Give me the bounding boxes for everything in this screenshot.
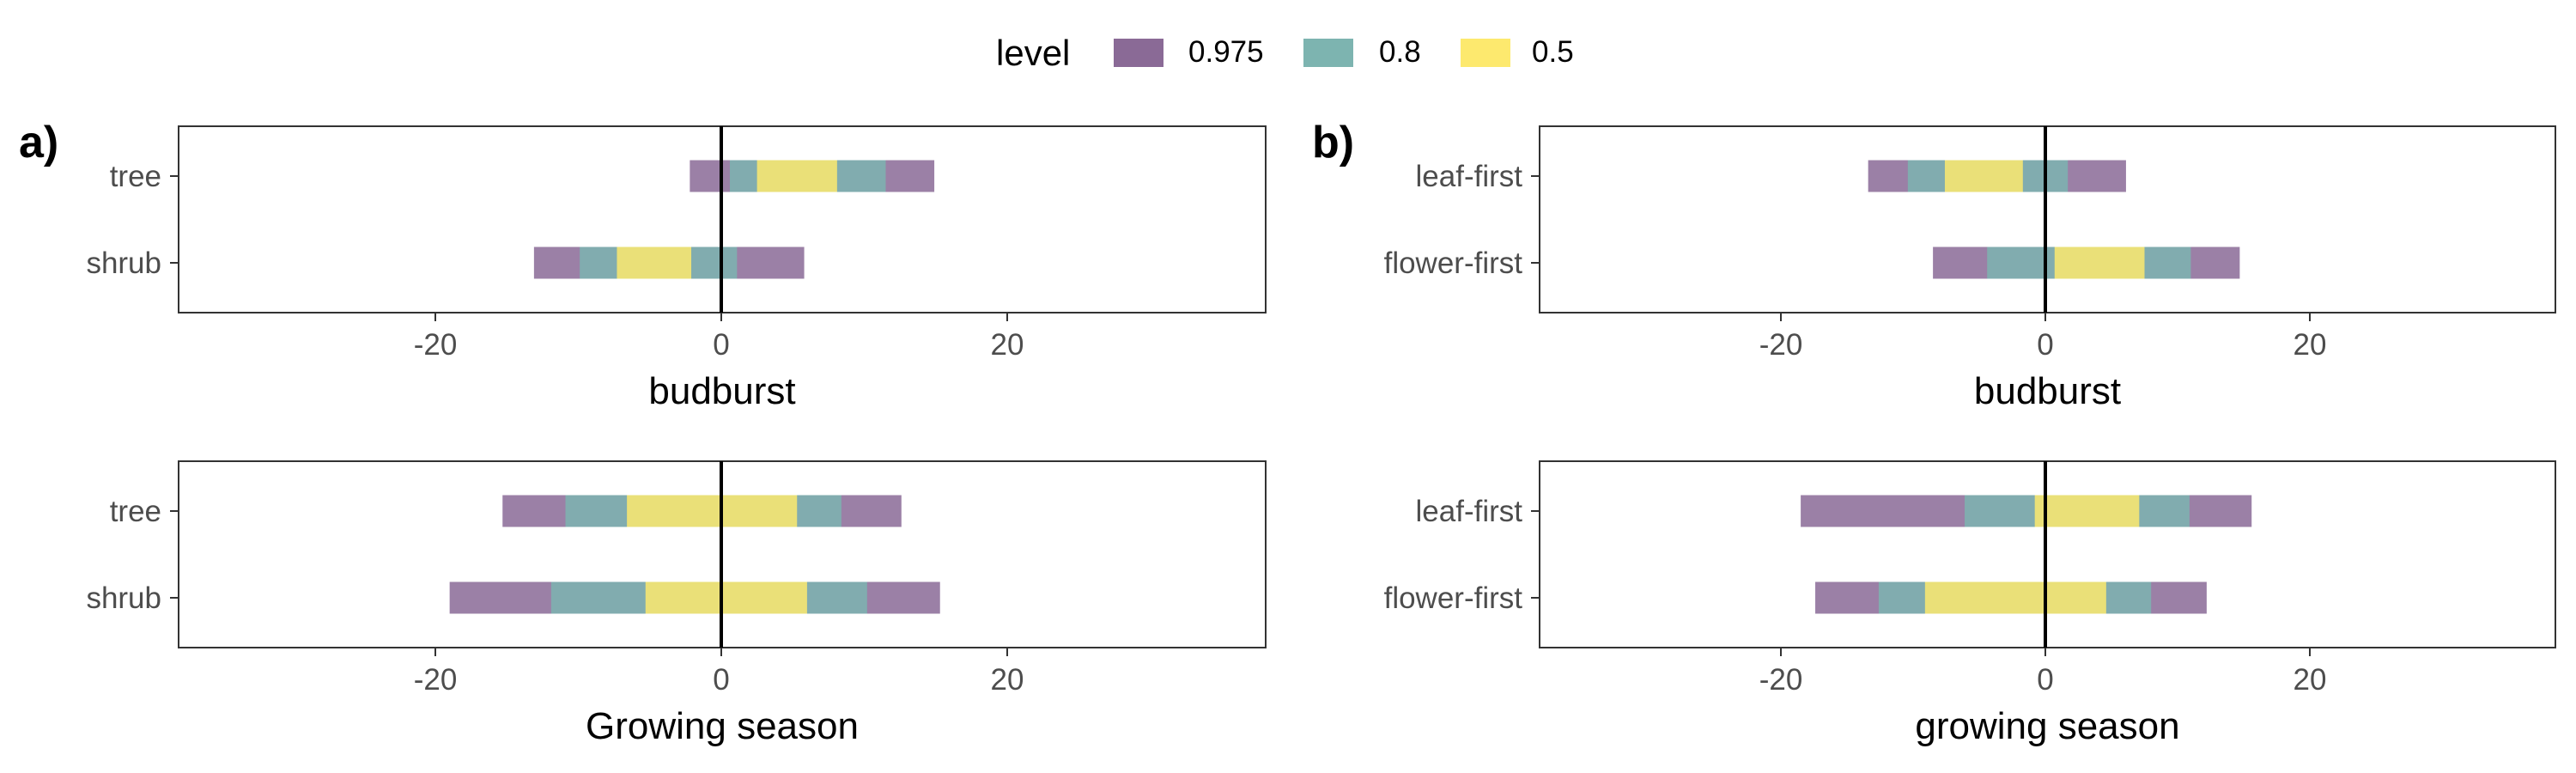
x-tick-label: 0	[2037, 328, 2053, 362]
x-axis-label: budburst	[1974, 370, 2121, 412]
y-tick-label: tree	[110, 495, 161, 528]
legend-item-05: 0.5	[1461, 35, 1574, 69]
interval-bar	[2034, 495, 2140, 527]
interval-bar	[627, 495, 798, 527]
y-tick-label: tree	[110, 160, 161, 193]
interval-bar	[2054, 247, 2145, 279]
x-tick-label: -20	[414, 328, 458, 362]
x-tick-label: 20	[2293, 663, 2327, 697]
legend-swatch-0975	[1114, 39, 1163, 67]
x-tick-label: 20	[991, 663, 1024, 697]
x-axis-label: budburst	[648, 370, 795, 412]
x-axis-label: growing season	[1915, 705, 2179, 747]
plot-frame	[1539, 125, 2556, 313]
x-tick-label: -20	[414, 663, 458, 697]
x-tick-label: -20	[1759, 328, 1803, 362]
x-tick-label: -20	[1759, 663, 1803, 697]
y-tick-label: shrub	[86, 581, 161, 615]
x-tick-label: 0	[713, 663, 729, 697]
plot-frame	[1539, 460, 2556, 648]
x-tick-label: 20	[2293, 328, 2327, 362]
interval-bar	[1944, 160, 2023, 192]
y-tick-label: flower-first	[1384, 581, 1523, 615]
legend-swatch-05	[1461, 39, 1510, 67]
plots: tree shrub -20 0 20 budburst leaf-first flower-…	[86, 125, 2556, 747]
legend-swatch-08	[1303, 39, 1353, 67]
y-tick-label: leaf-first	[1416, 495, 1523, 528]
interval-bar	[1924, 581, 2106, 614]
interval-bar	[756, 160, 837, 192]
legend-title: level	[996, 33, 1070, 73]
legend: level 0.975 0.8 0.5	[996, 33, 1574, 73]
y-tick-label: shrub	[86, 247, 161, 280]
legend-label-08: 0.8	[1379, 35, 1421, 69]
y-tick-label: flower-first	[1384, 247, 1523, 280]
interval-bar	[645, 581, 807, 614]
plot-1: leaf-first flower-first -20 0 20 budburst	[1384, 125, 2556, 412]
legend-item-0975: 0.975	[1114, 35, 1264, 69]
legend-label-0975: 0.975	[1188, 35, 1264, 69]
panel-label-b: b)	[1312, 118, 1354, 167]
plot-3: leaf-first flower-first -20 0 20 growing seas…	[1384, 460, 2556, 747]
y-tick-label: leaf-first	[1416, 160, 1523, 193]
x-tick-label: 0	[713, 328, 729, 362]
legend-label-05: 0.5	[1532, 35, 1574, 69]
interval-bar	[617, 247, 692, 279]
panel-label-a: a)	[19, 118, 58, 167]
x-tick-label: 20	[991, 328, 1024, 362]
legend-item-08: 0.8	[1303, 35, 1421, 69]
x-tick-label: 0	[2037, 663, 2053, 697]
plot-0: tree shrub -20 0 20 budburst	[86, 125, 1267, 412]
x-axis-label: Growing season	[586, 705, 859, 747]
plot-2: tree shrub -20 0 20 Growing season	[86, 460, 1267, 747]
